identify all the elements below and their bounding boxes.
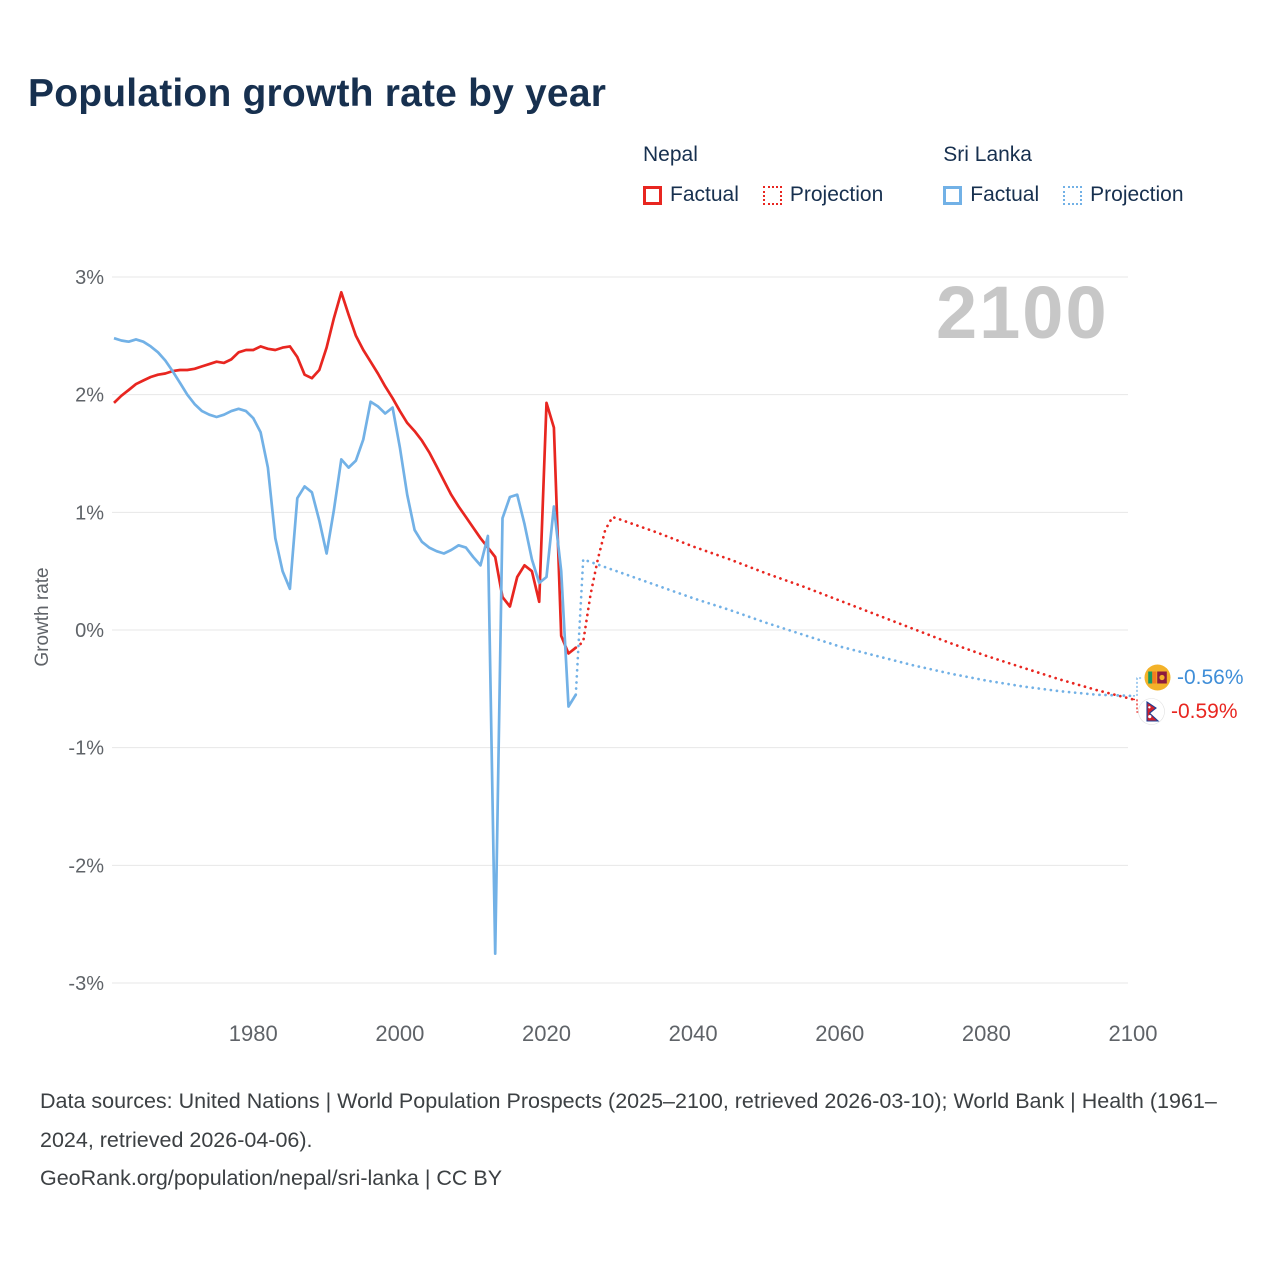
attribution-text: GeoRank.org/population/nepal/sri-lanka |… [40, 1166, 503, 1191]
footer: Data sources: United Nations | World Pop… [40, 1082, 1230, 1198]
y-axis-tick-label: -1% [68, 738, 104, 760]
series-line-sri-lanka-factual [113, 336, 577, 955]
x-axis-tick-label: 2060 [815, 1021, 864, 1046]
end-label-sri-lanka: -0.56% [1144, 664, 1244, 691]
legend-group-sri-lanka: Sri Lanka Factual Projection [943, 143, 1184, 207]
sri-lanka-flag-icon [1144, 664, 1171, 691]
legend-item-sri-lanka-factual[interactable]: Factual [943, 183, 1039, 207]
y-axis-tick-label: -3% [68, 973, 104, 995]
y-axis-tick-label: -2% [68, 855, 104, 877]
legend-item-nepal-projection[interactable]: Projection [762, 183, 884, 207]
end-label-connector [1133, 677, 1142, 697]
nepal-factual-swatch-icon [643, 185, 662, 205]
end-label-nepal: -0.59% [1138, 698, 1238, 725]
sri-lanka-projection-swatch-icon [1063, 185, 1083, 205]
x-axis-tick-label: 1980 [229, 1021, 278, 1046]
nepal-projection-swatch-icon [762, 185, 782, 205]
series-line-sri-lanka-projection [574, 558, 1135, 698]
legend-item-label: Projection [789, 183, 884, 206]
series-line-nepal-projection [574, 515, 1135, 701]
legend-item-label: Factual [670, 183, 739, 206]
y-axis-tick-label: 0% [75, 620, 104, 642]
x-axis-tick-label: 2100 [1109, 1021, 1158, 1046]
end-label-value-sri-lanka: -0.56% [1177, 665, 1244, 689]
y-axis-tick-label: 1% [75, 502, 104, 524]
end-label-connector [1133, 698, 1142, 713]
legend-group-name-nepal: Nepal [643, 143, 698, 166]
legend: Nepal Factual Projection Sri Lanka Factu… [643, 143, 1184, 207]
legend-items-nepal: Factual Projection [643, 183, 883, 207]
chart-canvas: 3% 2% 1% 0% -1% -2% -3% 1980 2000 2020 2040 2060 208… [68, 267, 1158, 1046]
data-sources-text: Data sources: United Nations | World Pop… [40, 1089, 1217, 1152]
sri-lanka-factual-swatch-icon [943, 185, 963, 205]
legend-group-name-sri-lanka: Sri Lanka [943, 143, 1032, 166]
year-watermark: 2100 [936, 271, 1109, 354]
y-axis-tick-label: 3% [75, 267, 104, 289]
x-axis-tick-label: 2020 [522, 1021, 571, 1046]
legend-items-sri-lanka: Factual Projection [943, 183, 1184, 207]
legend-item-label: Projection [1090, 183, 1184, 206]
legend-group-nepal: Nepal Factual Projection [643, 143, 883, 207]
x-axis-tick-label: 2080 [962, 1021, 1011, 1046]
nepal-flag-icon [1138, 698, 1165, 725]
legend-item-label: Factual [970, 183, 1040, 206]
x-axis-tick-label: 2040 [669, 1021, 718, 1046]
series-line-nepal-factual [113, 290, 577, 655]
legend-item-nepal-factual[interactable]: Factual [643, 183, 739, 207]
x-axis-tick-label: 2000 [375, 1021, 424, 1046]
legend-item-sri-lanka-projection[interactable]: Projection [1063, 183, 1184, 207]
y-axis-tick-label: 2% [75, 385, 104, 407]
end-label-value-nepal: -0.59% [1171, 699, 1238, 723]
page-title: Population growth rate by year [28, 72, 607, 115]
